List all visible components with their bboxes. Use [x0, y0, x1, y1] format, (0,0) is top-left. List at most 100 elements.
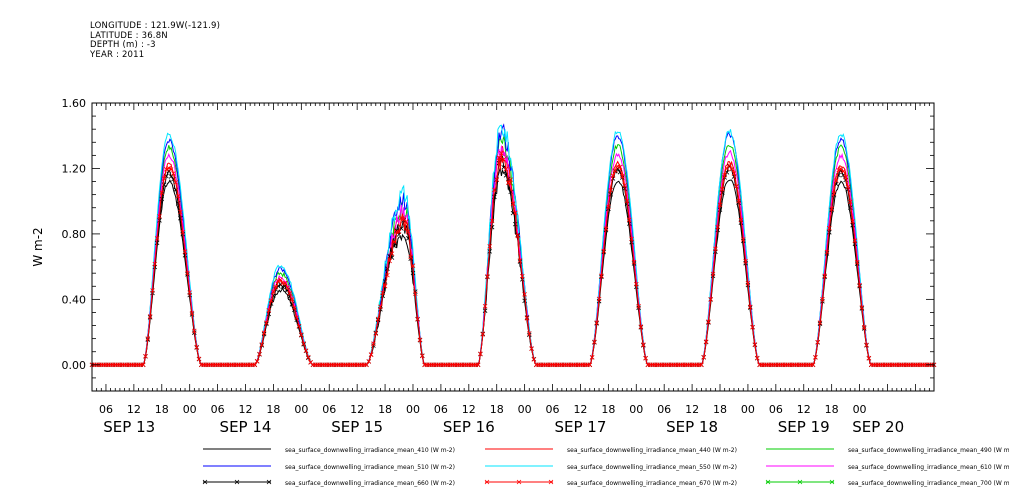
x-hour-label: 00	[183, 403, 197, 416]
legend-entry: sea_surface_downwelling_irradiance_mean_…	[766, 464, 1009, 471]
series-marker	[850, 219, 855, 224]
x-hour-label: 12	[350, 403, 364, 416]
series-marker	[627, 217, 632, 223]
series-marker	[496, 155, 502, 161]
axis-labels: 0.00 0.40 0.80 1.20 1.60 W m-2 06 12 18 00 06 12 18 0…	[31, 97, 904, 436]
series-marker	[396, 229, 402, 235]
series-marker	[408, 254, 413, 260]
series-marker	[722, 172, 727, 178]
series-marker	[638, 324, 644, 329]
series-marker	[145, 336, 151, 341]
x-hour-label: 18	[266, 403, 280, 416]
x-hour-label: 06	[211, 403, 225, 416]
x-hour-label: 06	[99, 403, 113, 416]
series-marker	[852, 238, 858, 243]
series-marker	[301, 341, 306, 346]
series-marker	[734, 183, 739, 189]
series-marker	[810, 362, 816, 368]
legend-label: sea_surface_downwelling_irradiance_mean_…	[285, 480, 455, 487]
series-marker	[492, 187, 497, 193]
series-marker	[259, 342, 265, 347]
series-marker	[866, 355, 872, 361]
series-marker	[392, 239, 397, 245]
series-marker	[485, 274, 490, 279]
legend-label: sea_surface_downwelling_irradiance_mean_…	[285, 447, 455, 454]
series-marker	[410, 263, 416, 268]
series-marker	[752, 342, 758, 347]
series-marker	[366, 359, 372, 364]
series-marker	[175, 193, 181, 199]
y-tick-label: 1.20	[62, 162, 87, 175]
x-day-label: SEP 14	[220, 418, 272, 436]
series-curves	[89, 123, 937, 368]
plot-frame	[91, 102, 935, 392]
axis-ticks	[91, 102, 935, 392]
x-hour-label: 12	[797, 403, 811, 416]
legend-label: sea_surface_downwelling_irradiance_mean_…	[848, 480, 1009, 487]
series-marker	[715, 224, 720, 230]
x-day-label: SEP 15	[331, 418, 383, 436]
series-marker	[815, 339, 820, 345]
series-marker	[364, 362, 369, 368]
series-marker	[143, 353, 148, 359]
series-marker	[280, 284, 285, 290]
x-hour-label: 18	[825, 403, 839, 416]
series-marker	[834, 178, 839, 183]
series-marker	[701, 354, 706, 360]
series-marker	[636, 303, 641, 309]
series-marker	[150, 288, 155, 293]
legend-marker	[266, 479, 272, 485]
legend-marker	[765, 479, 771, 485]
x-hour-label: 06	[546, 403, 560, 416]
series-marker	[601, 248, 606, 254]
x-day-label: SEP 18	[666, 418, 718, 436]
series-marker	[513, 210, 518, 216]
series-marker	[736, 198, 741, 204]
series-marker	[299, 332, 304, 337]
series-marker	[596, 296, 602, 302]
series-marker	[743, 258, 748, 264]
series-marker	[159, 190, 165, 196]
series-marker	[703, 339, 709, 344]
series-marker	[515, 233, 520, 239]
series-marker	[261, 330, 267, 336]
legend-entry: sea_surface_downwelling_irradiance_mean_…	[485, 447, 737, 454]
series-marker	[173, 180, 178, 185]
legend-marker	[484, 479, 490, 485]
series-marker	[513, 221, 518, 227]
x-hour-label: 12	[127, 403, 141, 416]
series-marker	[275, 283, 281, 289]
x-hour-label: 06	[657, 403, 671, 416]
series-marker	[306, 354, 311, 360]
latitude-text: LATITUDE : 36.8N	[90, 30, 168, 41]
series-marker	[617, 164, 623, 170]
series-marker	[266, 308, 272, 313]
series-marker	[475, 362, 481, 368]
series-marker	[482, 303, 488, 309]
legend-entry: sea_surface_downwelling_irradiance_mean_…	[766, 447, 1009, 454]
series-marker	[831, 191, 837, 196]
legend-entry: sea_surface_downwelling_irradiance_mean_…	[484, 479, 737, 487]
series-marker	[501, 157, 506, 162]
x-day-label: SEP 16	[443, 418, 495, 436]
series-marker	[754, 355, 760, 361]
series-marker	[503, 166, 509, 172]
series-marker	[257, 351, 262, 357]
legend-label: sea_surface_downwelling_irradiance_mean_…	[567, 480, 737, 487]
series-marker	[266, 311, 272, 317]
series-marker	[415, 316, 420, 322]
legend-entry: sea_surface_downwelling_irradiance_mean_…	[765, 479, 1009, 487]
series-marker	[592, 339, 597, 345]
legend-label: sea_surface_downwelling_irradiance_mean_…	[848, 464, 1009, 471]
x-hour-label: 00	[741, 403, 755, 416]
series-marker	[489, 218, 495, 224]
x-hour-label: 06	[434, 403, 448, 416]
series-marker	[713, 246, 718, 252]
legend-marker	[797, 479, 803, 485]
series-markers-7	[89, 150, 937, 368]
x-hour-label: 00	[518, 403, 532, 416]
series-marker	[375, 316, 381, 322]
legend-entry: sea_surface_downwelling_irradiance_mean_…	[203, 447, 455, 454]
series-marker	[829, 206, 834, 212]
series-marker	[189, 310, 195, 316]
